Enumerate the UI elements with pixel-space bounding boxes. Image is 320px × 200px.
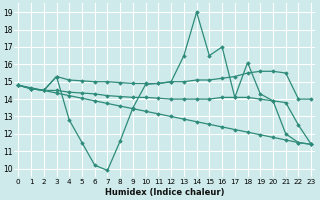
X-axis label: Humidex (Indice chaleur): Humidex (Indice chaleur) <box>105 188 225 197</box>
